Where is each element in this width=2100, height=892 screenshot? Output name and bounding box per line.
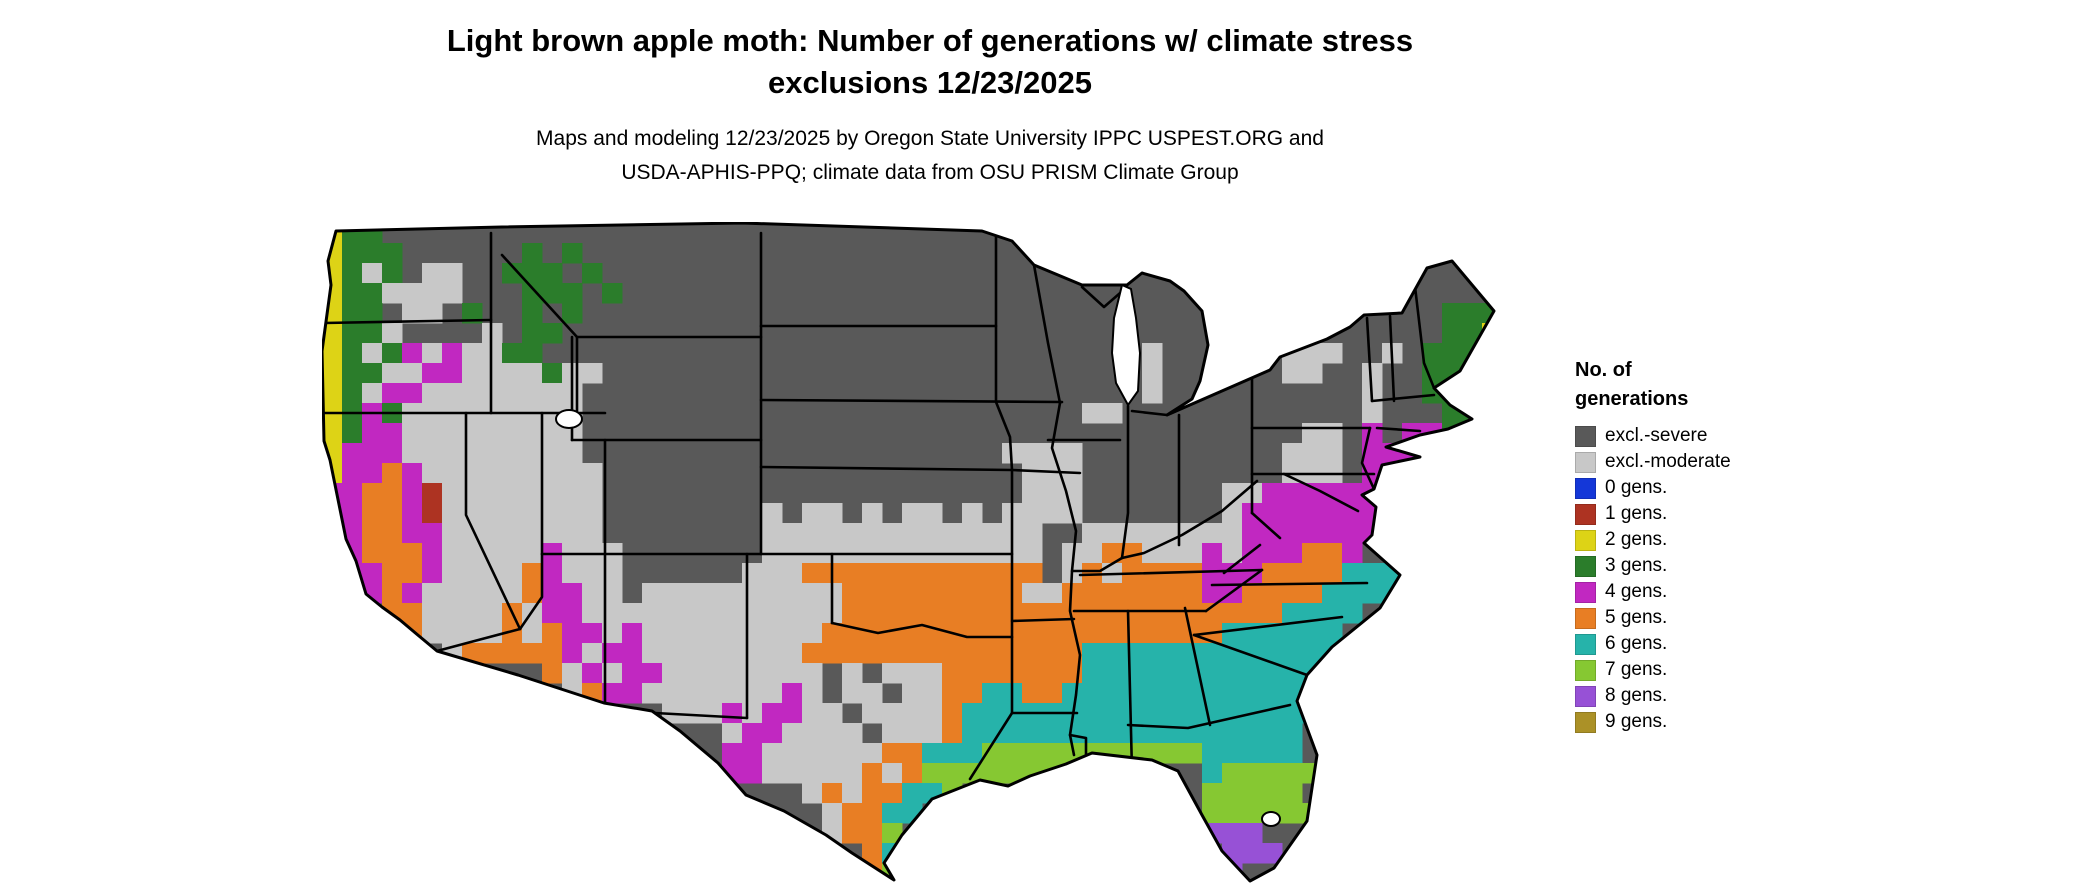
legend-item-label: 7 gens. [1605,659,1668,680]
legend-item-label: 8 gens. [1605,685,1668,706]
title-line-1: Light brown apple moth: Number of genera… [446,23,1414,58]
us-map-svg [322,222,1496,883]
page-subtitle: Maps and modeling 12/23/2025 by Oregon S… [0,122,1860,190]
legend-color-swatch [1575,477,1596,499]
legend-item: 3 gens. [1575,553,1915,579]
legend-item: 5 gens. [1575,605,1915,631]
legend-color-swatch [1575,607,1596,629]
legend-color-swatch [1575,555,1596,577]
legend-item: 2 gens. [1575,527,1915,553]
legend-item: excl.-severe [1575,423,1915,449]
page-title: Light brown apple moth: Number of genera… [0,20,1860,104]
legend-item-label: 0 gens. [1605,477,1668,498]
legend-color-swatch [1575,659,1596,681]
legend-item-label: 6 gens. [1605,633,1668,654]
legend-items: excl.-severe excl.-moderate 0 gens. 1 gens.… [1575,423,1915,735]
legend-item-label: 2 gens. [1605,529,1668,550]
legend-item: 0 gens. [1575,475,1915,501]
legend-item-label: 5 gens. [1605,607,1668,628]
legend-color-swatch [1575,503,1596,525]
legend-color-swatch [1575,633,1596,655]
legend-item-label: 9 gens. [1605,711,1668,732]
legend-item: 7 gens. [1575,657,1915,683]
legend-item: 9 gens. [1575,709,1915,735]
legend-item-label: 3 gens. [1605,555,1668,576]
legend-color-swatch [1575,685,1596,707]
legend-item: 4 gens. [1575,579,1915,605]
legend-item: 1 gens. [1575,501,1915,527]
us-generations-map [322,222,1522,884]
legend-color-swatch [1575,451,1596,473]
legend-item: excl.-moderate [1575,449,1915,475]
legend-item-label: excl.-moderate [1605,451,1731,472]
legend-item-label: 4 gens. [1605,581,1668,602]
legend-item-label: excl.-severe [1605,425,1708,446]
title-line-2: exclusions 12/23/2025 [767,65,1092,100]
map-legend: No. of generations excl.-severe excl.-mod… [1575,356,1915,735]
subtitle-line-1: Maps and modeling 12/23/2025 by Oregon S… [536,127,1324,150]
subtitle-line-2: USDA-APHIS-PPQ; climate data from OSU PR… [621,161,1239,184]
legend-title: No. of generations [1575,356,1915,414]
legend-color-swatch [1575,529,1596,551]
legend-title-line-2: generations [1575,388,1689,410]
legend-color-swatch [1575,711,1596,733]
legend-item: 8 gens. [1575,683,1915,709]
legend-item-label: 1 gens. [1605,503,1668,524]
legend-item: 6 gens. [1575,631,1915,657]
legend-color-swatch [1575,425,1596,447]
legend-title-line-1: No. of [1575,359,1632,381]
legend-color-swatch [1575,581,1596,603]
